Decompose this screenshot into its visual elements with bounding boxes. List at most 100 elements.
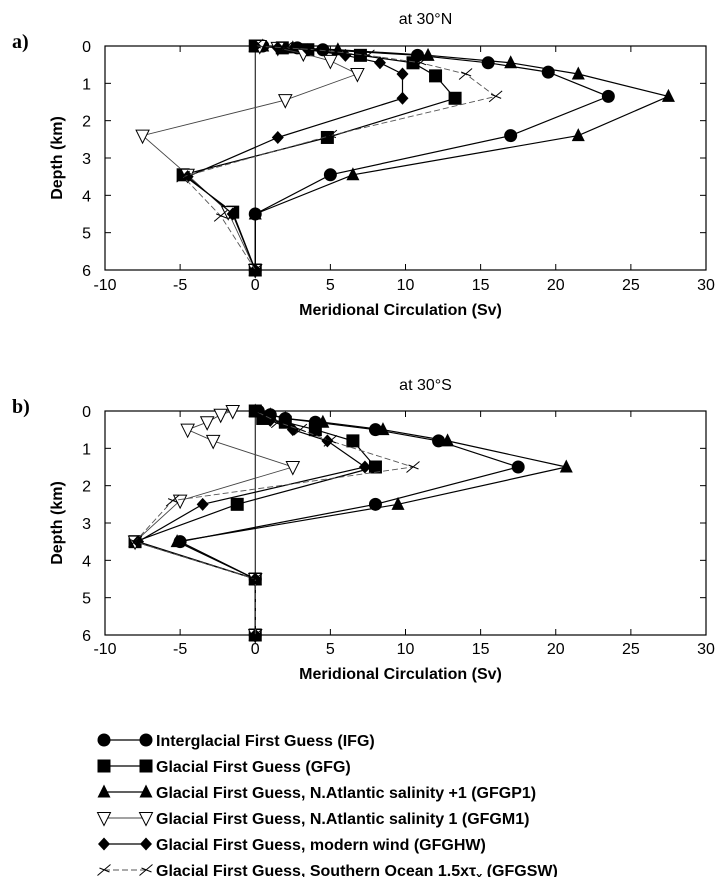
y-tick-label: 6	[82, 628, 91, 645]
legend-entry-GFGM1: Glacial First Guess, N.Atlantic salinity…	[96, 811, 529, 828]
data-point-GFGP1	[441, 433, 455, 447]
data-point-GFGSW	[323, 129, 338, 142]
series-GFGSW	[128, 405, 420, 641]
x-tick-label: 25	[622, 277, 640, 294]
legend-entry-GFG: Glacial First Guess (GFG)	[97, 759, 351, 776]
series-GFGSW	[176, 40, 503, 276]
data-point-GFGM1	[205, 434, 221, 450]
data-point-GFGM1	[323, 54, 338, 70]
data-point-GFGP1	[391, 496, 405, 510]
data-point-GFG	[406, 56, 420, 70]
data-point-GFGM1	[213, 408, 229, 424]
data-point-GFGM1	[135, 129, 150, 145]
legend: Interglacial First Guess (IFG) Glacial Fi…	[96, 733, 558, 877]
data-point-GFG	[368, 460, 382, 474]
x-axis-label: Meridional Circulation (Sv)	[299, 666, 502, 683]
data-point-GFGHW	[358, 460, 371, 474]
series-line-GFG	[181, 45, 457, 271]
legend-marker-start	[96, 812, 112, 827]
x-tick-label: 10	[397, 277, 415, 294]
legend-label: Glacial First Guess, modern wind (GFGHW)	[156, 837, 486, 854]
data-point-GFGHW	[339, 48, 352, 62]
plot-frame	[104, 410, 707, 636]
legend-marker-start	[97, 759, 111, 773]
data-point-GFGSW	[323, 434, 338, 447]
series-GFGHW	[181, 39, 409, 277]
legend-marker-end	[139, 784, 153, 798]
y-tick-label: 5	[82, 591, 91, 608]
data-point-GFGHW	[396, 91, 409, 105]
data-point-GFGM1	[180, 423, 195, 439]
data-point-GFGM1	[285, 461, 301, 476]
y-tick-label: 0	[82, 39, 91, 56]
data-point-GFGSW	[213, 209, 228, 222]
data-point-GFGSW	[361, 49, 375, 62]
data-point-GFGP1	[571, 66, 585, 80]
data-point-GFGP1	[504, 55, 518, 69]
series-line-GFGP1	[254, 45, 671, 270]
data-point-GFGSW	[270, 416, 285, 429]
x-tick-label: 5	[326, 641, 335, 658]
data-point-GFGP1	[559, 459, 573, 473]
legend-entry-GFGP1: Glacial First Guess, N.Atlantic salinity…	[97, 784, 536, 802]
series-line-GFGHW	[136, 410, 367, 635]
data-point-IFG	[511, 460, 525, 474]
data-point-GFGP1	[278, 410, 292, 424]
data-point-GFG	[448, 91, 462, 105]
legend-label: Glacial First Guess (GFG)	[156, 759, 351, 776]
data-point-GFGP1	[346, 167, 360, 181]
y-axis-label: Depth (km)	[49, 116, 66, 200]
data-point-GFGSW	[128, 535, 142, 548]
legend-label: Interglacial First Guess (IFG)	[156, 733, 375, 750]
legend-entry-IFG: Interglacial First Guess (IFG)	[97, 733, 375, 750]
data-point-GFGP1	[571, 128, 585, 142]
y-tick-label: 1	[82, 76, 91, 93]
y-tick-label: 1	[82, 441, 91, 458]
x-tick-label: -5	[173, 641, 187, 658]
data-point-GFG	[429, 69, 443, 83]
x-tick-label: 20	[547, 641, 565, 658]
y-tick-label: 6	[82, 263, 91, 280]
data-point-GFGP1	[421, 47, 435, 61]
data-point-GFGSW	[248, 573, 263, 585]
legend-marker-start	[97, 784, 111, 798]
x-tick-label: 0	[251, 641, 260, 658]
data-point-GFGSW	[248, 405, 263, 417]
legend-marker-end	[139, 759, 153, 773]
legend-marker-end	[139, 733, 153, 747]
legend-label: Glacial First Guess, N.Atlantic salinity…	[156, 811, 529, 828]
data-point-GFGSW	[248, 629, 263, 641]
data-point-GFGHW	[226, 207, 239, 221]
chart-panel-a: a) at 30°N -10 -5 0 5 10 15 20 25 30 0 1 2 3 4 5 6 Meridio…	[12, 11, 715, 319]
data-point-IFG	[432, 434, 446, 448]
legend-label: Glacial First Guess, Southern Ocean 1.5x…	[156, 863, 558, 877]
panel-label: a)	[12, 31, 29, 53]
data-point-GFGHW	[271, 130, 284, 144]
series-GFGHW	[132, 404, 371, 642]
data-point-GFGHW	[373, 56, 386, 70]
data-point-IFG	[601, 89, 615, 103]
legend-marker-end	[139, 864, 153, 876]
x-axis-label: Meridional Circulation (Sv)	[299, 302, 502, 319]
x-tick-label: 20	[547, 277, 565, 294]
legend-marker-end	[138, 812, 154, 827]
y-tick-label: 0	[82, 404, 91, 421]
chart-panel-b: b) at 30°S -10 -5 0 5 10 15 20 25 30 0 1 2 3 4 5 6 Meridio…	[12, 377, 715, 683]
data-point-GFGSW	[458, 68, 473, 80]
series-line-GFGSW	[134, 410, 414, 635]
legend-marker-end	[140, 837, 152, 851]
x-tick-label: 15	[472, 641, 490, 658]
x-tick-label: 5	[326, 277, 335, 294]
x-tick-label: -5	[173, 277, 187, 294]
series-GFGM1	[135, 40, 365, 279]
data-point-GFGP1	[661, 88, 675, 102]
x-tick-label: -10	[93, 277, 116, 294]
data-point-IFG	[504, 129, 518, 143]
data-point-GFGP1	[316, 414, 330, 428]
x-tick-label: 25	[622, 641, 640, 658]
data-point-GFGSW	[248, 264, 263, 276]
series-GFGP1	[170, 403, 573, 641]
data-point-GFGP1	[376, 422, 390, 436]
data-point-IFG	[541, 65, 555, 79]
data-point-GFGSW	[413, 56, 428, 69]
